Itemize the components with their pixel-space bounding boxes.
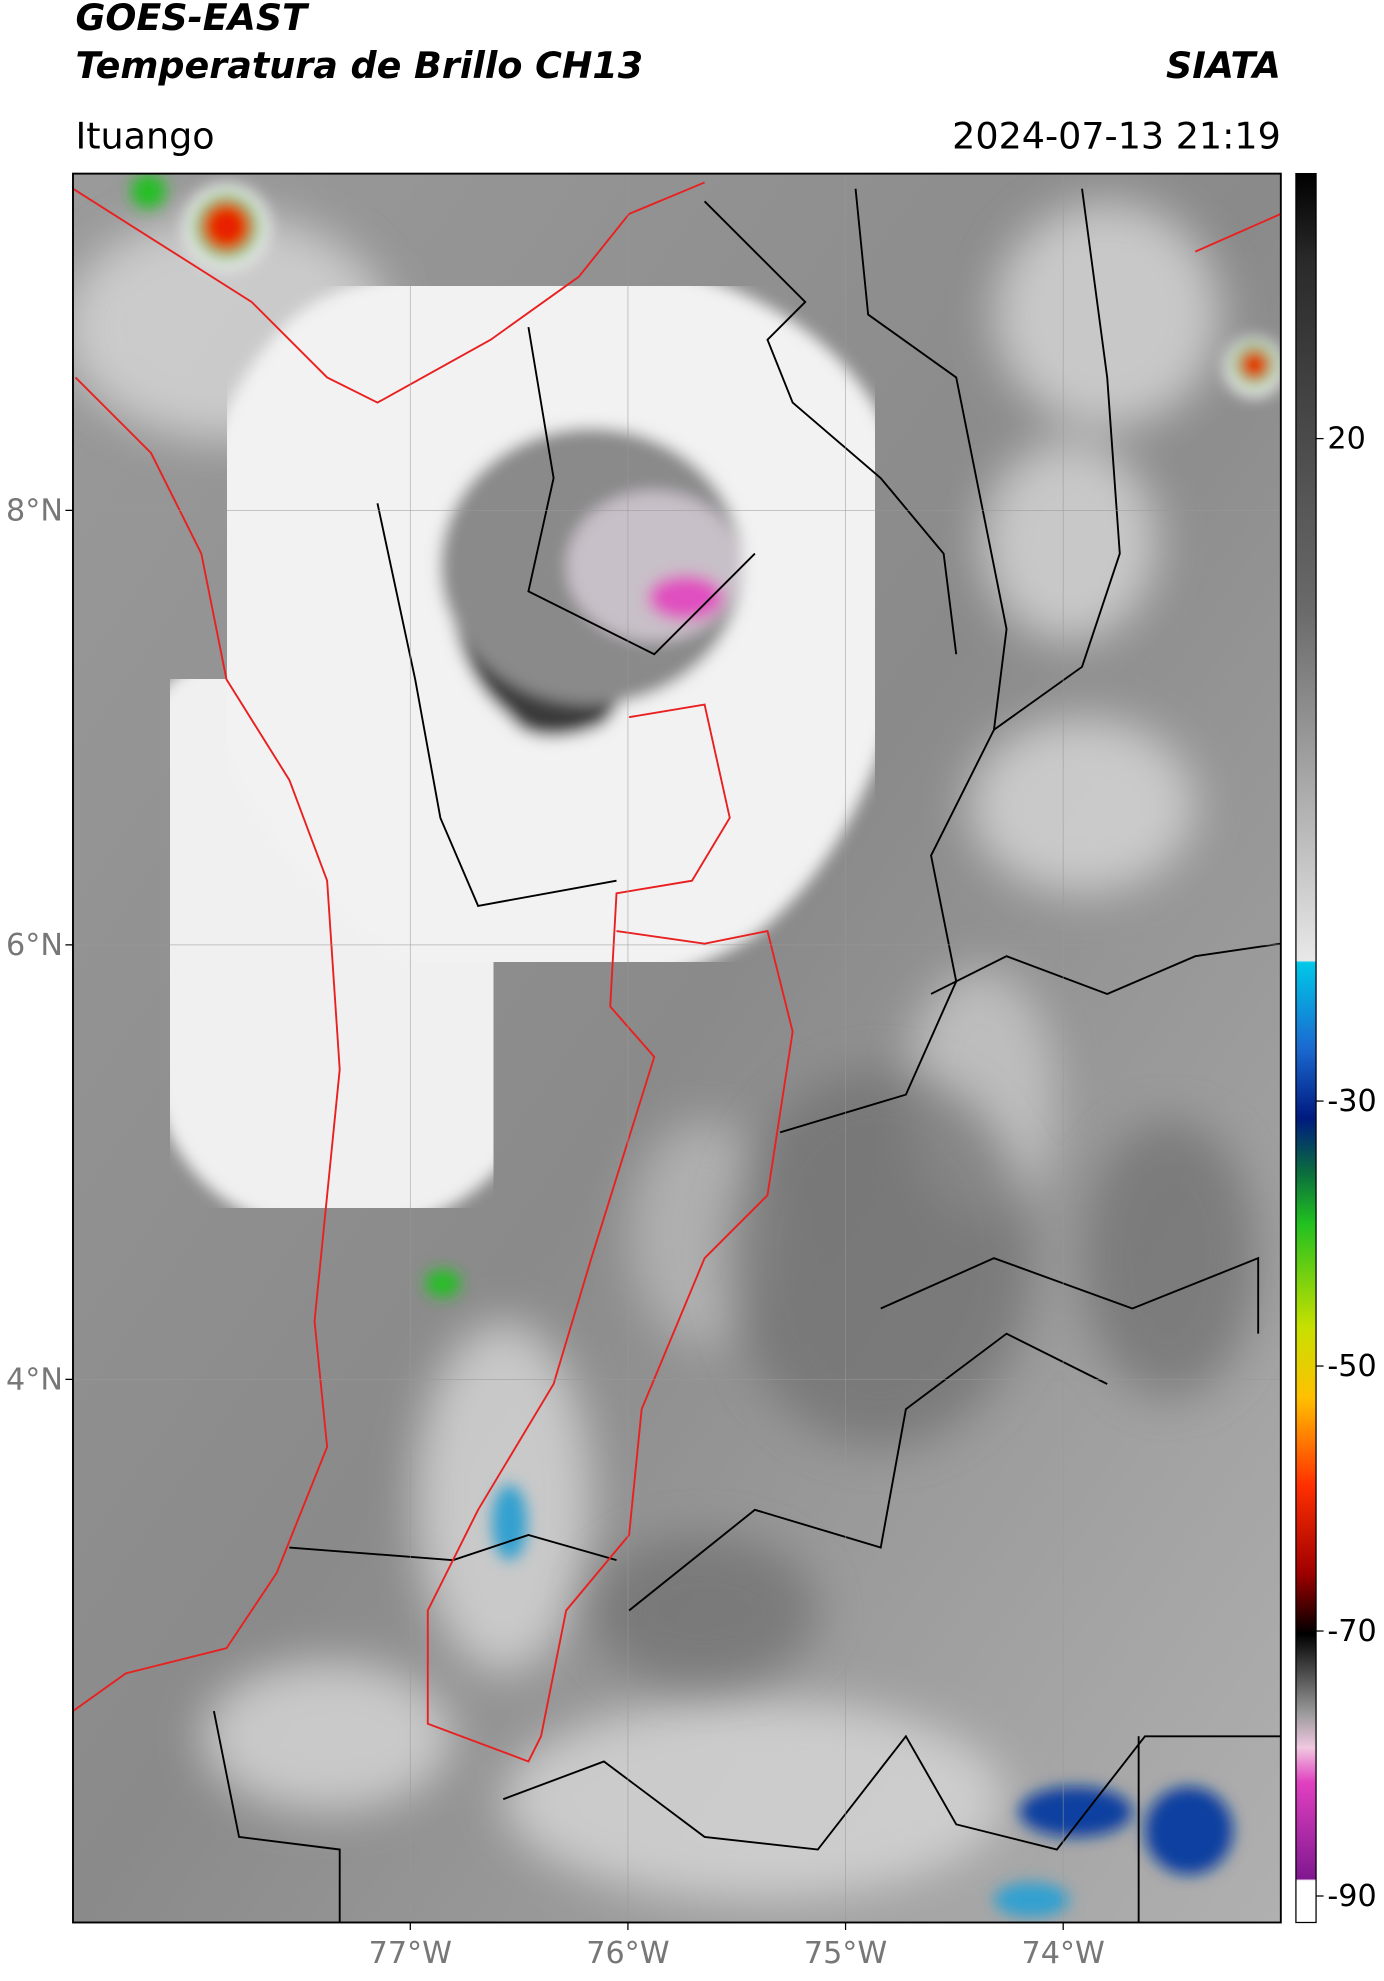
colorbar-tick-label: -30 (1327, 1084, 1376, 1119)
title: GOES-EAST (75, 0, 310, 39)
satellite-image (72, 173, 1281, 1923)
subtitle: Temperatura de Brillo CH13 (75, 44, 643, 87)
x-tick-label: 74°W (1022, 1936, 1105, 1971)
colorbar-tick-label: -90 (1327, 1879, 1376, 1914)
grid (72, 173, 1281, 1923)
map-frame (72, 172, 1282, 1924)
red-borders (72, 181, 1281, 1763)
borders (212, 188, 1281, 1923)
brand: SIATA (1166, 44, 1281, 87)
colorbar (1295, 172, 1317, 1924)
colorbar-tick-label: -50 (1327, 1349, 1376, 1384)
y-tick-label: 8°N (6, 493, 63, 528)
y-tick-label: 6°N (6, 928, 63, 963)
colorbar-tick-label: -70 (1327, 1614, 1376, 1649)
colorbar-tick-label: 20 (1327, 422, 1365, 457)
datetime: 2024-07-13 21:19 (952, 114, 1281, 157)
x-tick-label: 77°W (369, 1936, 452, 1971)
location: Ituango (75, 114, 214, 157)
x-tick-label: 76°W (586, 1936, 669, 1971)
y-tick-label: 4°N (6, 1362, 63, 1397)
x-tick-label: 75°W (804, 1936, 887, 1971)
